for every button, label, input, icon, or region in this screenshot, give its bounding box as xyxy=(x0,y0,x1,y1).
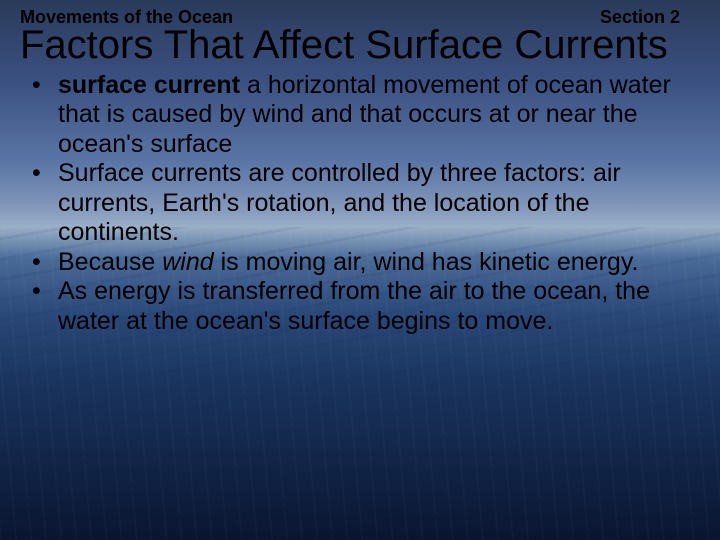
list-item: Because wind is moving air, wind has kin… xyxy=(58,248,700,278)
bullet-list: surface current a horizontal movement of… xyxy=(20,71,700,337)
italic-word: wind xyxy=(162,248,213,276)
bullet-post: is moving air, wind has kinetic energy. xyxy=(214,248,639,276)
list-item: Surface currents are controlled by three… xyxy=(58,159,700,248)
slide: Movements of the Ocean Section 2 Factors… xyxy=(0,0,720,540)
bullet-text: As energy is transferred from the air to… xyxy=(58,277,650,335)
page-title: Factors That Affect Surface Currents xyxy=(20,24,700,67)
list-item: surface current a horizontal movement of… xyxy=(58,71,700,160)
bullet-text: Surface currents are controlled by three… xyxy=(58,159,621,246)
list-item: As energy is transferred from the air to… xyxy=(58,277,700,336)
bullet-pre: Because xyxy=(58,248,162,276)
term-bold: surface current xyxy=(58,71,240,99)
